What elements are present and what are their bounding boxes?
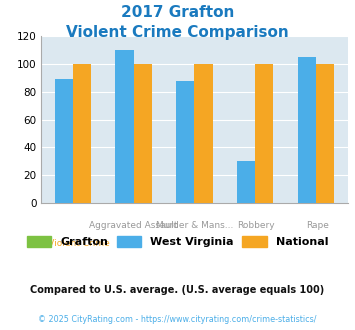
Text: Compared to U.S. average. (U.S. average equals 100): Compared to U.S. average. (U.S. average … — [31, 285, 324, 295]
Text: Robbery: Robbery — [237, 221, 274, 230]
Text: Murder & Mans...: Murder & Mans... — [156, 221, 233, 230]
Bar — [134, 64, 152, 203]
Text: Aggravated Assault: Aggravated Assault — [89, 221, 177, 230]
Bar — [115, 50, 134, 203]
Bar — [297, 57, 316, 203]
Bar — [237, 161, 255, 203]
Bar — [195, 64, 213, 203]
Bar — [73, 64, 91, 203]
Text: Rape: Rape — [306, 221, 329, 230]
Text: All Violent Crime: All Violent Crime — [34, 239, 109, 248]
Bar — [55, 79, 73, 203]
Text: © 2025 CityRating.com - https://www.cityrating.com/crime-statistics/: © 2025 CityRating.com - https://www.city… — [38, 315, 317, 324]
Text: 2017 Grafton: 2017 Grafton — [121, 5, 234, 20]
Text: Violent Crime Comparison: Violent Crime Comparison — [66, 25, 289, 40]
Bar — [176, 81, 195, 203]
Bar — [255, 64, 273, 203]
Bar — [316, 64, 334, 203]
Legend: Grafton, West Virginia, National: Grafton, West Virginia, National — [22, 232, 333, 252]
